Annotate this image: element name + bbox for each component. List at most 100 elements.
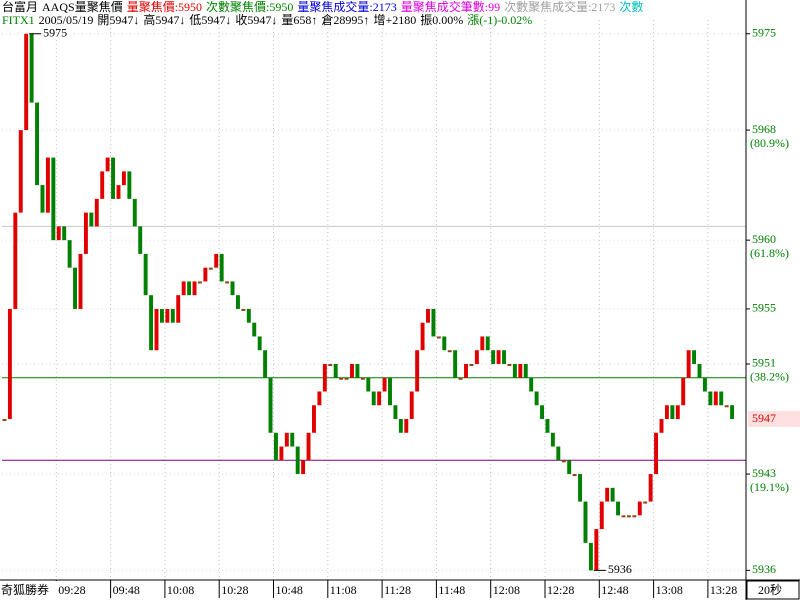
candle bbox=[702, 377, 707, 392]
fib-label: (61.8%) bbox=[750, 246, 789, 260]
extreme-label: 5975 bbox=[43, 26, 67, 40]
candle bbox=[100, 171, 105, 199]
candle bbox=[436, 336, 441, 339]
x-tick-label: 12:28 bbox=[547, 583, 574, 597]
header-item: 量聚焦成交量:2173 bbox=[297, 1, 397, 14]
candle bbox=[355, 363, 360, 378]
candle bbox=[116, 185, 121, 199]
candle bbox=[279, 446, 284, 461]
header-item: 量聚焦成交筆數:99 bbox=[400, 1, 501, 14]
candle bbox=[78, 253, 83, 309]
candle bbox=[388, 377, 392, 406]
candle bbox=[426, 308, 430, 323]
candle bbox=[192, 281, 197, 296]
candle bbox=[377, 391, 382, 406]
candle bbox=[578, 474, 583, 502]
header-item: 高5947↓ bbox=[143, 14, 186, 27]
x-tick-label: 10:08 bbox=[167, 583, 194, 597]
candle bbox=[132, 198, 137, 227]
candle bbox=[290, 432, 295, 447]
candle bbox=[637, 501, 642, 516]
candle bbox=[252, 322, 257, 337]
candle bbox=[246, 308, 251, 323]
candle bbox=[40, 185, 45, 213]
candle bbox=[605, 487, 610, 502]
extreme-label: 5936 bbox=[608, 562, 632, 576]
candle bbox=[681, 377, 686, 406]
candle bbox=[328, 363, 333, 366]
candle bbox=[447, 350, 452, 353]
candle bbox=[333, 363, 338, 378]
candle bbox=[83, 212, 88, 254]
candle bbox=[176, 295, 181, 323]
period-box bbox=[746, 580, 800, 600]
candle bbox=[29, 33, 34, 103]
candle bbox=[719, 391, 724, 406]
candle bbox=[675, 405, 680, 420]
candle bbox=[24, 33, 29, 131]
y-tick-label: 5943 bbox=[752, 466, 776, 480]
x-tick-label: 11:48 bbox=[438, 583, 465, 597]
candle bbox=[485, 336, 490, 351]
candle bbox=[588, 542, 593, 571]
y-tick-label: 5936 bbox=[752, 562, 776, 576]
candle bbox=[626, 515, 631, 518]
candle bbox=[214, 253, 219, 268]
candle bbox=[35, 102, 40, 186]
candle bbox=[659, 419, 664, 433]
candle bbox=[420, 322, 425, 351]
candle bbox=[197, 281, 202, 284]
candle bbox=[301, 460, 306, 475]
candle bbox=[648, 474, 653, 502]
candle bbox=[225, 281, 230, 284]
candle bbox=[583, 501, 588, 543]
candle bbox=[730, 405, 735, 420]
candle bbox=[339, 377, 344, 380]
candle bbox=[458, 377, 463, 380]
candle bbox=[67, 240, 72, 268]
x-tick-label: 09:28 bbox=[58, 583, 85, 597]
candle bbox=[572, 474, 577, 477]
candle bbox=[393, 405, 398, 420]
candle bbox=[181, 281, 186, 296]
candle bbox=[599, 501, 604, 530]
candle bbox=[235, 295, 240, 309]
x-tick-label: 12:08 bbox=[493, 583, 520, 597]
candle bbox=[621, 515, 626, 518]
candle bbox=[610, 487, 615, 502]
candle bbox=[474, 350, 479, 364]
candle bbox=[561, 460, 566, 463]
header-item: 增+2180 bbox=[373, 14, 417, 27]
x-tick-label: 13:08 bbox=[656, 583, 683, 597]
candle bbox=[89, 212, 94, 227]
candle bbox=[670, 405, 675, 420]
candle bbox=[545, 419, 550, 433]
candle bbox=[187, 281, 192, 296]
candle bbox=[127, 171, 132, 199]
header-item: 台富月 bbox=[2, 1, 39, 14]
candle bbox=[523, 363, 528, 378]
candle bbox=[686, 350, 691, 378]
candle bbox=[149, 295, 154, 351]
x-tick-label: 11:08 bbox=[330, 583, 357, 597]
candle bbox=[469, 363, 474, 366]
header-item: 量658↑ bbox=[281, 14, 318, 27]
candle bbox=[713, 391, 718, 406]
header-item: 振0.00% bbox=[420, 14, 464, 27]
footer-left: 奇狐勝券 bbox=[1, 582, 49, 597]
candle bbox=[62, 226, 67, 241]
candle bbox=[274, 432, 278, 461]
x-tick-label: 10:28 bbox=[221, 583, 248, 597]
candle bbox=[143, 253, 148, 296]
header-item: 量聚焦價:5950 bbox=[126, 1, 203, 14]
header-item: 倉28995↑ bbox=[321, 14, 370, 27]
current-price-box bbox=[748, 411, 800, 428]
current-price: 5947 bbox=[752, 411, 776, 425]
candle bbox=[697, 363, 702, 378]
header-line: FITX1 2005/05/19 開5947↓ 高5947↓ 低5947↓ 收5947↓ 量… bbox=[2, 14, 746, 27]
candle bbox=[464, 363, 468, 378]
candle bbox=[94, 198, 99, 227]
header-item: 收5947↓ bbox=[235, 14, 278, 27]
candle bbox=[692, 350, 697, 364]
candle bbox=[317, 391, 322, 406]
